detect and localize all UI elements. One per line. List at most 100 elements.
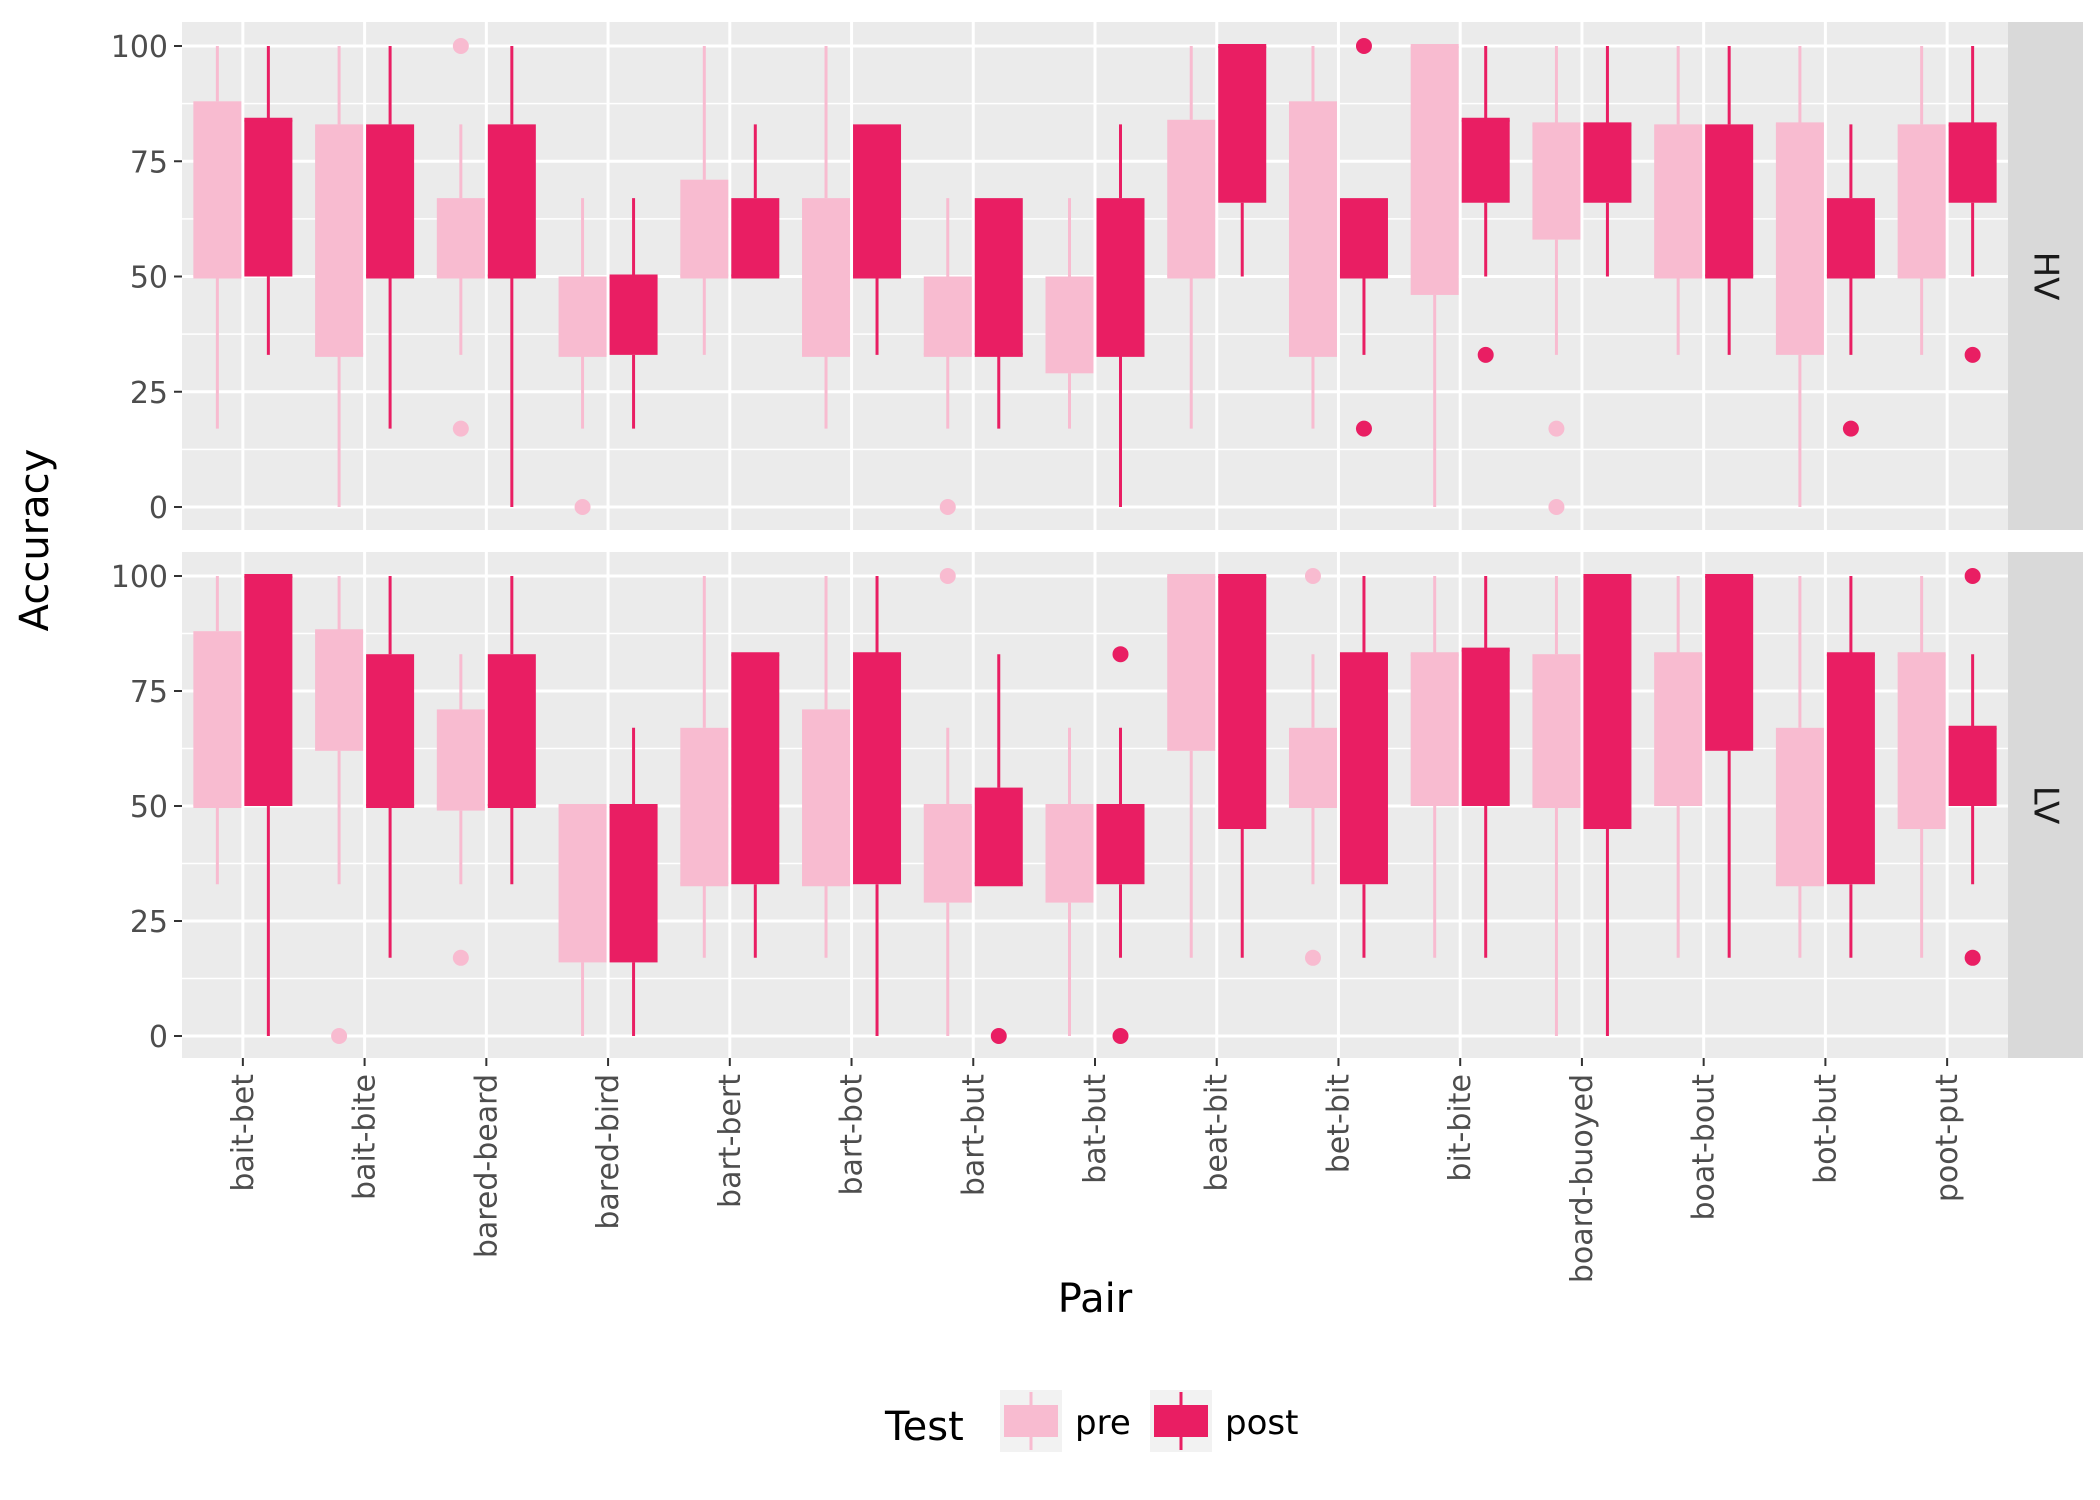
legend-key-pre: pre <box>1000 1390 1131 1452</box>
box-pre-bart-bert <box>680 46 729 355</box>
x-tick-label: bot-but <box>1808 1074 1843 1184</box>
strip-background <box>2008 22 2083 530</box>
box-body <box>1654 124 1703 277</box>
outlier-point <box>1548 420 1565 437</box>
box-post-bet-bit <box>1339 576 1388 958</box>
box-post-bart-bot <box>853 124 902 355</box>
box-body <box>802 198 851 355</box>
box-body <box>193 101 242 277</box>
box-body <box>609 806 658 963</box>
box-post-poot-put <box>1948 568 1997 966</box>
box-post-boat-bout <box>1705 46 1754 355</box>
strip-label-hv: HV <box>2026 252 2066 301</box>
box-pre-boat-bout <box>1654 46 1703 355</box>
legend-label-post: post <box>1225 1403 1298 1443</box>
y-tick-label: 0 <box>149 1020 168 1055</box>
box-body <box>1167 576 1216 751</box>
x-tick-label: bart-bot <box>835 1074 870 1196</box>
box-post-bait-bite <box>366 46 415 429</box>
box-post-bat-but <box>1096 124 1145 507</box>
box-post-poot-put <box>1948 46 1997 363</box>
box-pre-bet-bit <box>1288 568 1337 966</box>
outlier-point <box>1304 949 1321 966</box>
box-body <box>853 654 902 885</box>
box-body <box>853 124 902 277</box>
box-pre-board-buoyed <box>1532 576 1581 1036</box>
outlier-point <box>1548 499 1565 515</box>
box-post-bart-bert <box>731 652 780 958</box>
strip-label-lv: LV <box>2026 786 2066 824</box>
box-body <box>680 179 729 277</box>
y-tick-label: 50 <box>130 261 168 296</box>
box-body <box>193 631 242 806</box>
box-body <box>1948 124 1997 203</box>
box-body <box>731 654 780 885</box>
box-body <box>974 787 1023 885</box>
x-axis-title: Pair <box>1058 1276 1133 1322</box>
legend-key-box <box>1154 1405 1208 1437</box>
box-pre-poot-put <box>1897 46 1946 355</box>
box-body <box>436 198 485 277</box>
box-post-bart-bot <box>853 576 902 1036</box>
box-body <box>1583 124 1632 203</box>
box-pre-bait-bite <box>315 46 364 507</box>
box-body <box>1288 727 1337 806</box>
box-body <box>1826 654 1875 885</box>
legend-title: Test <box>884 1404 964 1450</box>
box-body <box>1410 46 1459 295</box>
outlier-point <box>574 499 591 515</box>
box-pre-bat-but <box>1045 198 1094 429</box>
box-body <box>1705 124 1754 277</box>
box-post-boat-bout <box>1705 574 1754 958</box>
box-pre-bared-bird <box>558 804 607 1036</box>
x-tick-label: bit-bite <box>1443 1074 1478 1182</box>
x-tick-label: bared-bird <box>591 1074 626 1230</box>
box-body <box>1045 276 1094 374</box>
box-post-bait-bite <box>366 576 415 958</box>
box-body <box>1096 806 1145 885</box>
outlier-point <box>452 949 469 966</box>
outlier-point <box>990 1028 1007 1044</box>
box-pre-bart-but <box>923 568 972 1036</box>
facet-panels: 0 25 50 75 100 HV 0 25 50 75 100 LV <box>111 22 2083 1058</box>
box-body <box>1897 654 1946 829</box>
box-body <box>1045 806 1094 903</box>
box-pre-bart-bert <box>680 576 729 958</box>
strip-background <box>2008 552 2083 1058</box>
box-post-bit-bite <box>1461 576 1510 958</box>
y-axis-title: Accuracy <box>12 449 58 632</box>
y-tick-label: 100 <box>111 560 168 595</box>
box-body <box>487 124 536 277</box>
facet-lv: 0 25 50 75 100 LV <box>111 552 2083 1058</box>
box-pre-bart-but <box>923 198 972 515</box>
box-body <box>366 654 415 806</box>
box-body <box>1410 654 1459 806</box>
box-body <box>244 576 293 806</box>
facet-hv: 0 25 50 75 100 HV <box>111 22 2083 530</box>
box-post-bared-beard <box>487 46 536 507</box>
outlier-point <box>1964 346 1981 363</box>
box-body <box>1948 727 1997 806</box>
outlier-point <box>331 1028 348 1044</box>
box-post-bat-but <box>1096 646 1145 1044</box>
box-post-bait-bet <box>244 46 293 355</box>
y-tick-label: 75 <box>130 145 168 180</box>
box-pre-bit-bite <box>1410 576 1459 958</box>
box-body <box>680 727 729 885</box>
box-pre-bait-bet <box>193 576 242 885</box>
box-body <box>1288 101 1337 355</box>
box-body <box>1654 654 1703 806</box>
box-body <box>1532 654 1581 806</box>
box-pre-bait-bet <box>193 46 242 429</box>
outlier-point <box>1112 1028 1129 1044</box>
box-body <box>315 631 364 751</box>
box-pre-bart-bot <box>802 576 851 958</box>
box-body <box>1339 654 1388 885</box>
box-post-bart-but <box>974 654 1023 1044</box>
box-pre-beat-bit <box>1167 46 1216 429</box>
box-post-beat-bit <box>1218 574 1267 958</box>
box-body <box>1167 119 1216 277</box>
box-body <box>731 198 780 277</box>
y-tick-label: 25 <box>130 376 168 411</box>
